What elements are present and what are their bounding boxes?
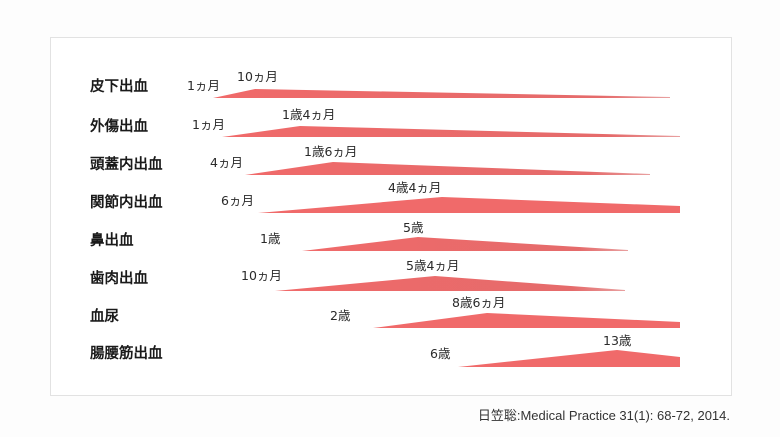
onset-age-label: 1歳 <box>260 231 281 246</box>
peak-age-label: 5歳4ヵ月 <box>406 258 459 273</box>
peak-age-label: 4歳4ヵ月 <box>388 180 441 195</box>
onset-peak-shape <box>373 313 680 328</box>
chart-row: 歯肉出血 10ヵ月 5歳4ヵ月 <box>90 258 625 291</box>
chart-row: 血尿 2歳 8歳6ヵ月 <box>90 295 680 328</box>
peak-age-label: 5歳 <box>403 220 424 235</box>
peak-age-label: 8歳6ヵ月 <box>452 295 505 310</box>
peak-age-label: 13歳 <box>603 333 632 348</box>
symptom-label: 皮下出血 <box>90 77 148 95</box>
symptom-label: 血尿 <box>90 307 119 325</box>
onset-age-label: 6ヵ月 <box>221 193 254 208</box>
onset-peak-shape <box>258 197 680 213</box>
peak-age-label: 1歳4ヵ月 <box>282 107 335 122</box>
symptom-label: 歯肉出血 <box>90 269 148 287</box>
onset-age-label: 1ヵ月 <box>192 117 225 132</box>
symptom-label: 頭蓋内出血 <box>90 155 163 173</box>
peak-age-label: 1歳6ヵ月 <box>304 144 357 159</box>
chart-row: 鼻出血 1歳 5歳 <box>90 220 628 251</box>
peak-age-label: 10ヵ月 <box>237 69 278 84</box>
onset-age-label: 6歳 <box>430 346 451 361</box>
chart-row: 外傷出血 1ヵ月 1歳4ヵ月 <box>90 107 680 137</box>
onset-peak-shape <box>275 276 625 291</box>
symptom-label: 関節内出血 <box>90 193 163 211</box>
onset-age-label: 4ヵ月 <box>210 155 243 170</box>
onset-peak-shape <box>245 162 650 175</box>
onset-peak-shape <box>458 350 680 367</box>
symptom-label: 鼻出血 <box>90 231 134 249</box>
citation: 日笠聡:Medical Practice 31(1): 68-72, 2014. <box>477 408 730 423</box>
onset-peak-shape <box>213 89 670 98</box>
onset-peak-shape <box>302 237 628 251</box>
chart-row: 腸腰筋出血 6歳 13歳 <box>90 333 680 367</box>
symptom-label: 外傷出血 <box>90 117 148 135</box>
onset-age-label: 1ヵ月 <box>187 78 220 93</box>
symptom-label: 腸腰筋出血 <box>90 344 163 362</box>
onset-age-label: 2歳 <box>330 308 351 323</box>
onset-age-label: 10ヵ月 <box>241 268 282 283</box>
chart-row: 頭蓋内出血 4ヵ月 1歳6ヵ月 <box>90 144 650 175</box>
chart-row: 皮下出血 1ヵ月 10ヵ月 <box>90 69 670 98</box>
onset-peak-shape <box>222 126 680 137</box>
chart-row: 関節内出血 6ヵ月 4歳4ヵ月 <box>90 180 680 213</box>
